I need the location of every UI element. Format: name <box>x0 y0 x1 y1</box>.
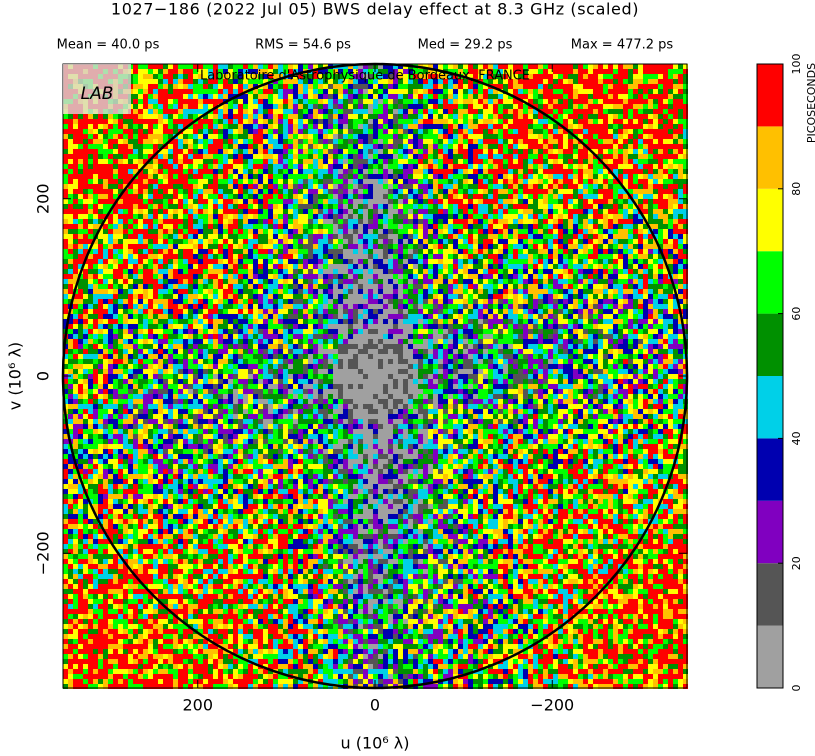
x-tick-label: 0 <box>370 696 380 715</box>
logo: LAB Laboratoire d'Astrophysique de Borde… <box>63 64 530 114</box>
colorbar-level <box>757 500 783 564</box>
map-texture <box>63 64 688 689</box>
stat: Med = 29.2 ps <box>418 38 513 53</box>
colorbar-tick-label: 0 <box>790 685 803 692</box>
stat: Max = 477.2 ps <box>571 38 674 53</box>
x-tick-label: 200 <box>182 696 213 715</box>
colorbar-tick-label: 40 <box>790 431 803 445</box>
delay-map <box>61 62 689 690</box>
x-tick-label: −200 <box>530 696 574 715</box>
map-texture <box>63 64 688 689</box>
colorbar-level <box>757 376 783 439</box>
logo-text: LAB <box>81 84 114 104</box>
stat: Mean = 40.0 ps <box>57 38 160 53</box>
colorbar-tick-label: 80 <box>790 182 803 196</box>
map-texture <box>63 64 688 689</box>
colorbar-frame <box>756 63 784 689</box>
colorbar-label: PICOSECONDS <box>805 63 815 143</box>
colorbar-level <box>757 313 783 376</box>
y-tick-label: 0 <box>34 371 53 381</box>
colorbar-level <box>757 64 783 127</box>
colorbar-level <box>757 625 783 688</box>
map-texture <box>63 64 688 689</box>
colorbar-tick-label: 20 <box>790 556 803 570</box>
stats: Mean = 40.0 ps RMS = 54.6 ps Med = 29.2 ps… <box>57 38 674 53</box>
watermark: Laboratoire d'Astrophysique de Bordeaux,… <box>200 69 530 84</box>
x-axis-label: u (10⁶ λ) <box>340 734 409 753</box>
colorbar-tick-label: 60 <box>790 307 803 321</box>
colorbar-level <box>757 126 783 189</box>
y-tick-label: 200 <box>34 183 53 214</box>
y-tick-label: −200 <box>34 531 53 575</box>
stat: RMS = 54.6 ps <box>255 38 351 53</box>
chart-title: 1027−186 (2022 Jul 05) BWS delay effect … <box>111 0 639 19</box>
colorbar-level <box>757 563 783 626</box>
map-texture <box>188 64 553 679</box>
logo-box <box>63 64 131 114</box>
colorbar-tick-label: 100 <box>790 54 803 75</box>
y-axis-label: v (10⁶ λ) <box>6 342 25 410</box>
colorbar-level <box>757 188 783 252</box>
map-texture <box>63 64 688 689</box>
colorbar-level <box>757 251 783 314</box>
colorbar-level <box>757 438 783 501</box>
map-texture <box>63 64 688 689</box>
